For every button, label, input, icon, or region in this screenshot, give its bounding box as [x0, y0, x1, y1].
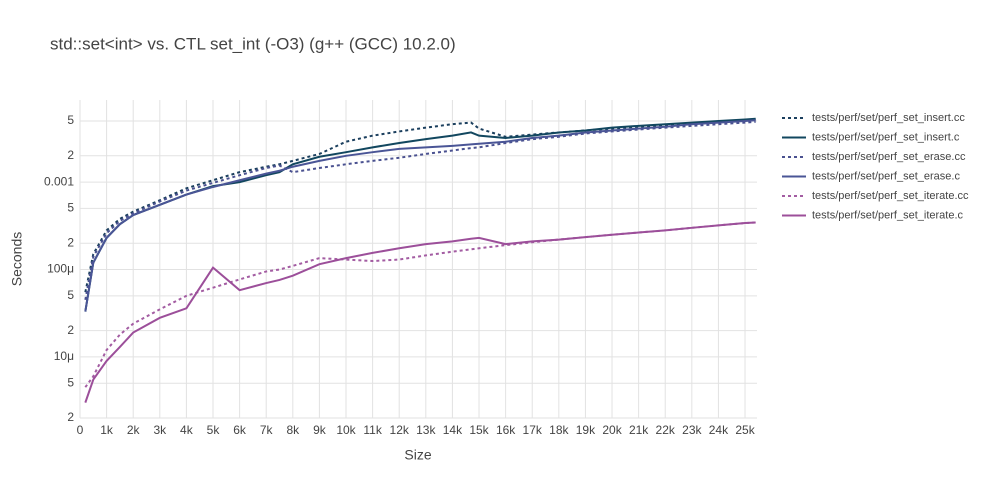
y-tick-label: 5 [67, 113, 74, 127]
x-tick-label: 10k [336, 423, 356, 437]
x-tick-label: 12k [390, 423, 410, 437]
x-tick-label: 6k [233, 423, 247, 437]
y-tick-label: 0.001 [44, 174, 74, 188]
y-tick-label: 5 [67, 201, 74, 215]
x-tick-label: 17k [523, 423, 543, 437]
chart-title: std::set<int> vs. CTL set_int (-O3) (g++… [50, 34, 456, 53]
x-tick-label: 3k [153, 423, 167, 437]
x-tick-label: 14k [443, 423, 463, 437]
x-tick-label: 7k [260, 423, 274, 437]
legend-label: tests/perf/set/perf_set_iterate.c [812, 209, 964, 221]
y-axis-label: Seconds [9, 232, 25, 286]
series-line [84, 119, 756, 312]
x-tick-label: 2k [127, 423, 141, 437]
x-tick-label: 19k [576, 423, 596, 437]
x-tick-label: 15k [469, 423, 489, 437]
legend-label: tests/perf/set/perf_set_insert.cc [812, 112, 965, 124]
y-tick-label: 10μ [54, 349, 74, 363]
x-tick-label: 18k [549, 423, 569, 437]
x-tick-label: 16k [496, 423, 516, 437]
y-tick-label: 5 [67, 375, 74, 389]
y-tick-label: 2 [67, 235, 74, 249]
legend-label: tests/perf/set/perf_set_erase.c [812, 170, 960, 182]
y-tick-label: 2 [67, 410, 74, 424]
y-tick-label: 2 [67, 323, 74, 337]
x-tick-label: 8k [286, 423, 300, 437]
series-line [84, 221, 756, 403]
y-tick-label: 2 [67, 148, 74, 162]
series-line [84, 120, 756, 301]
x-tick-label: 23k [682, 423, 702, 437]
series-line [84, 221, 756, 388]
x-axis-label: Size [404, 447, 431, 463]
x-tick-label: 9k [313, 423, 327, 437]
x-tick-label: 22k [656, 423, 676, 437]
x-tick-label: 5k [207, 423, 221, 437]
legend-label: tests/perf/set/perf_set_iterate.cc [812, 190, 969, 202]
x-tick-label: 1k [100, 423, 114, 437]
x-tick-label: 20k [602, 423, 622, 437]
x-tick-label: 11k [363, 423, 382, 437]
y-tick-label: 100μ [47, 262, 74, 276]
x-tick-label: 24k [709, 423, 729, 437]
series-line [84, 118, 756, 293]
y-tick-label: 5 [67, 288, 74, 302]
x-tick-label: 0 [77, 423, 84, 437]
x-tick-label: 13k [416, 423, 436, 437]
x-tick-label: 21k [629, 423, 649, 437]
legend-label: tests/perf/set/perf_set_insert.c [812, 131, 960, 143]
x-tick-label: 25k [735, 423, 755, 437]
x-tick-label: 4k [180, 423, 194, 437]
legend-label: tests/perf/set/perf_set_erase.cc [812, 151, 966, 163]
